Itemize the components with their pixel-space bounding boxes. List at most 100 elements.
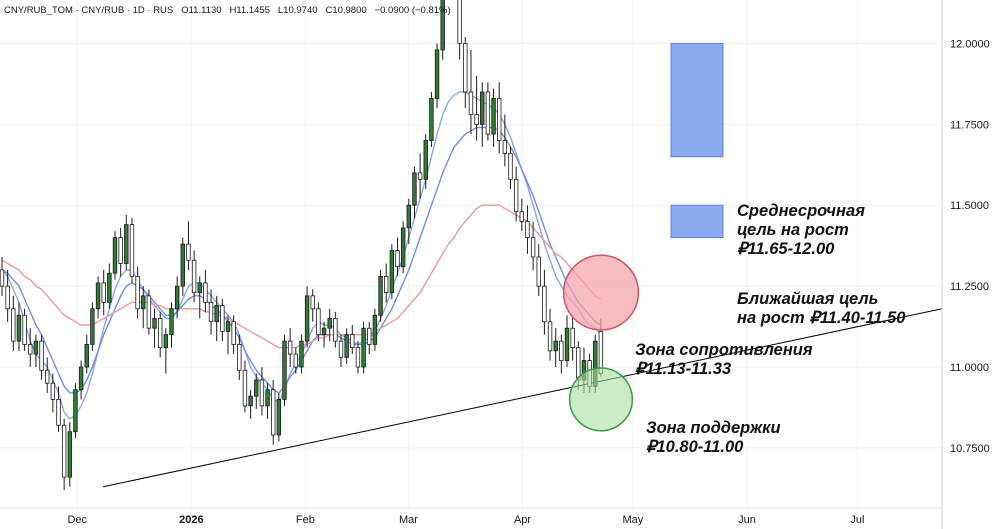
candle [203, 269, 208, 313]
candle [135, 266, 140, 319]
candle [367, 321, 372, 355]
target-zones [670, 42, 724, 239]
x-tick-label: Mar [399, 514, 418, 526]
candle [61, 418, 67, 490]
candle-body [372, 314, 378, 345]
candle-body [429, 98, 434, 141]
near-target-line-2: на рост ₽11.40-11.50 [737, 309, 906, 327]
candle-body [208, 301, 214, 323]
x-tick-label: Jun [738, 514, 756, 526]
candle-body [310, 295, 315, 310]
candle-body [163, 334, 169, 349]
candle [28, 328, 33, 368]
candle-body [480, 91, 485, 125]
candle-body [45, 369, 50, 384]
candle-body [559, 340, 564, 361]
candle-body [146, 295, 152, 329]
candle-body [417, 172, 423, 180]
x-tick-label: 2026 [179, 514, 203, 526]
candle [310, 289, 315, 322]
candle-body [112, 237, 118, 274]
candle [480, 82, 485, 147]
candle [45, 357, 50, 393]
candle-body [299, 340, 304, 368]
candle [197, 276, 202, 319]
mid-term-target-line-1: Среднесрочная [737, 202, 865, 220]
candle-body [463, 43, 468, 93]
candle-body [400, 227, 406, 268]
candle-body [547, 321, 553, 352]
candle-body [564, 327, 570, 361]
candle [90, 302, 95, 351]
candle [463, 36, 468, 109]
resistance-line-1: Зона сопротивления [635, 341, 813, 359]
candle-body [152, 318, 157, 329]
candle-body [383, 276, 389, 294]
y-tick-label: 10.7500 [950, 443, 990, 455]
x-tick-label: Jul [850, 514, 864, 526]
candle [191, 250, 197, 303]
candle [95, 276, 101, 319]
candle-body [135, 276, 140, 310]
candle [338, 334, 344, 368]
support-line-1: Зона поддержки [646, 419, 781, 437]
candle-body [304, 295, 310, 342]
candle [553, 328, 558, 368]
candle [208, 289, 214, 335]
candle [0, 257, 5, 296]
candle-body [95, 282, 101, 310]
candle-body [61, 424, 67, 478]
candle [400, 221, 406, 274]
candle-body [350, 334, 355, 349]
candle [118, 227, 123, 277]
candle-body [39, 340, 44, 371]
x-tick-label: Apr [514, 514, 531, 526]
low-value: 10.9740 [283, 5, 318, 16]
candle-body [395, 250, 400, 268]
candle [282, 334, 287, 406]
candle [237, 334, 242, 380]
candle-body [124, 224, 129, 264]
candle-body [513, 178, 519, 213]
candle-body [287, 340, 293, 355]
candle-body [118, 237, 123, 264]
y-tick-label: 11.7500 [950, 119, 989, 131]
candle [525, 205, 530, 254]
price-axis: 10.7500 11.0000 11.2500 11.5000 11.7500 12.00… [950, 38, 990, 455]
x-tick-label: May [623, 514, 644, 526]
candle-body [367, 327, 372, 345]
close-label: C [325, 5, 333, 16]
candle [50, 373, 56, 413]
candle [56, 386, 61, 432]
candle [180, 237, 185, 296]
candle-body [141, 295, 146, 310]
candle-body [389, 250, 395, 294]
resistance-zone-label: Зона сопротивления ₽11.13-11.33 [635, 341, 813, 379]
candle-body [16, 314, 22, 342]
y-tick-label: 11.2500 [950, 281, 989, 293]
candle-body [107, 272, 112, 303]
candle [16, 302, 22, 351]
candle [434, 43, 440, 109]
candle [242, 360, 248, 413]
x-tick-label: Feb [296, 514, 315, 526]
candle [141, 286, 146, 329]
candle [333, 312, 338, 348]
candle [350, 324, 355, 355]
candle-body [214, 305, 219, 323]
near-target-line-1: Ближайшая цель [737, 290, 879, 308]
open-value: 11.1130 [188, 5, 222, 16]
resistance-line-2: ₽11.13-11.33 [635, 360, 732, 378]
support-line-2: ₽10.80-11.00 [646, 438, 744, 456]
candle [468, 49, 474, 135]
candle [508, 146, 513, 190]
candle [287, 328, 293, 368]
candle-body [197, 282, 202, 294]
candle-body [333, 318, 338, 342]
candle [107, 263, 112, 309]
candle-body [186, 243, 191, 261]
candle-body [191, 259, 197, 294]
candle-body [536, 256, 541, 287]
near-target-box [670, 204, 724, 239]
